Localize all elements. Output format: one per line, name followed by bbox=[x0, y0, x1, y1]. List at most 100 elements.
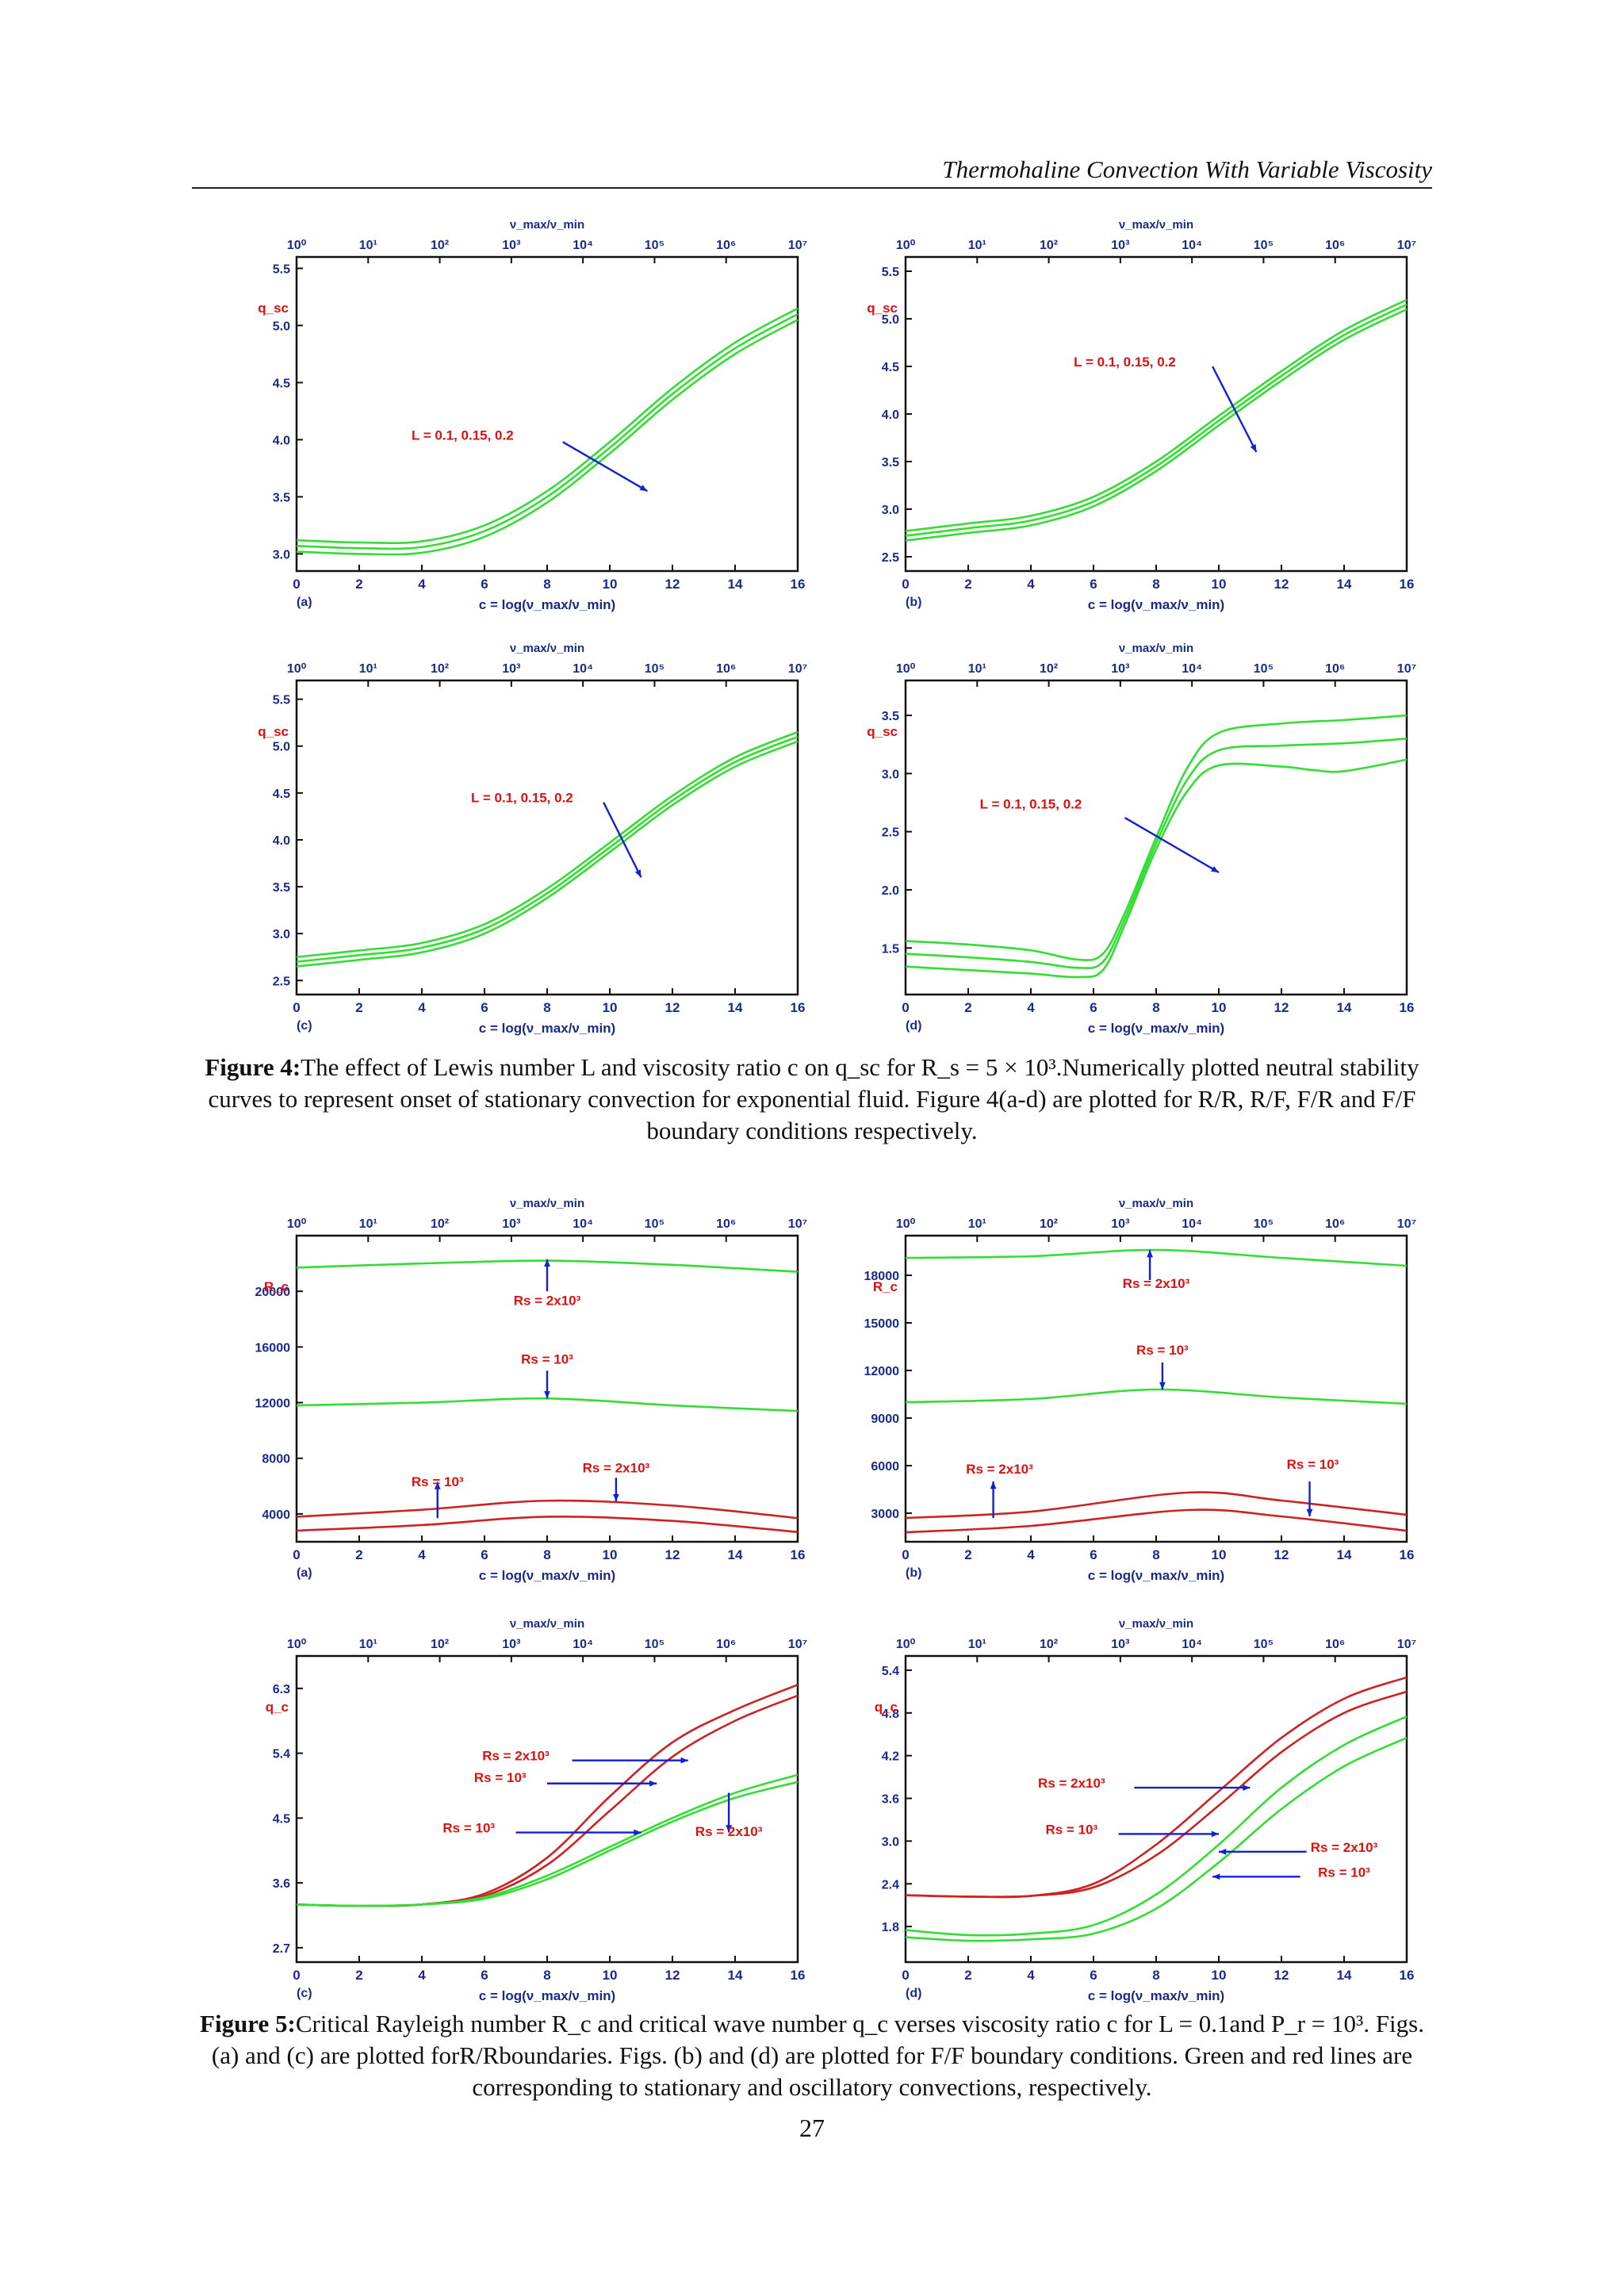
top-tick-label: 10³ bbox=[502, 1638, 520, 1651]
top-tick-label: 10³ bbox=[1111, 239, 1129, 252]
x-tick-label: 12 bbox=[1274, 1968, 1289, 1983]
annotation-arrowhead bbox=[639, 485, 648, 492]
fig5a-svg: 0 2 4 6 8 10 12 14 16 10⁰ 10¹ 10² 10³ 10⁴ 10⁵ 10⁶ 10⁷ ν_m… bbox=[255, 1197, 808, 1583]
top-tick-label: 10² bbox=[431, 662, 449, 676]
y-tick-label: 5.5 bbox=[273, 263, 290, 276]
y-tick-label: 4.8 bbox=[882, 1708, 899, 1721]
y-axis-label: q_sc bbox=[258, 724, 289, 739]
top-tick-label: 10⁰ bbox=[896, 662, 916, 676]
x-tick-label: 16 bbox=[791, 1000, 806, 1015]
top-tick-label: 10² bbox=[1040, 1217, 1058, 1231]
fig4d-svg: 0 2 4 6 8 10 12 14 16 10⁰ 10¹ 10² 10³ 10⁴ 10⁵ 10⁶ 10⁷ ν_m… bbox=[867, 642, 1416, 1036]
series-line-2 bbox=[296, 1397, 799, 1412]
series-line-2 bbox=[296, 312, 799, 550]
y-tick-label: 2.5 bbox=[273, 975, 290, 988]
annotation-label: L = 0.1, 0.15, 0.2 bbox=[471, 791, 573, 806]
x-tick-label: 2 bbox=[355, 1000, 362, 1015]
annotation-label: Rs = 2x10³ bbox=[695, 1824, 763, 1839]
fig5c-svg: 0 2 4 6 8 10 12 14 16 10⁰ 10¹ 10² 10³ 10⁴ 10⁵ 10⁶ 10⁷ ν_m… bbox=[266, 1617, 808, 2003]
page-number: 27 bbox=[799, 2114, 825, 2142]
annotation-arrowhead bbox=[726, 1825, 732, 1833]
x-tick-label: 16 bbox=[1400, 1968, 1415, 1983]
annotation-label: Rs = 2x10³ bbox=[583, 1460, 650, 1475]
top-tick-label: 10⁵ bbox=[1254, 662, 1274, 676]
top-tick-label: 10⁷ bbox=[1397, 1638, 1416, 1651]
top-axis-label: ν_max/ν_min bbox=[1119, 1617, 1193, 1631]
x-tick-label: 16 bbox=[791, 577, 806, 592]
series-line-4 bbox=[296, 1515, 799, 1534]
x-tick-label: 12 bbox=[1274, 577, 1289, 592]
x-tick-label: 14 bbox=[728, 1968, 743, 1983]
top-axis-label: ν_max/ν_min bbox=[1119, 218, 1193, 232]
series-line-4 bbox=[905, 1737, 1408, 1942]
annotation-arrow bbox=[562, 441, 649, 493]
x-tick-label: 6 bbox=[1090, 577, 1097, 592]
x-tick-label: 10 bbox=[1212, 1968, 1227, 1983]
y-tick-label: 4.5 bbox=[273, 377, 290, 390]
top-tick-label: 10⁰ bbox=[896, 1217, 916, 1231]
x-tick-label: 6 bbox=[481, 1000, 488, 1015]
top-tick-label: 10⁶ bbox=[716, 662, 736, 676]
fig4-panel-d: 0 2 4 6 8 10 12 14 16 10⁰ 10¹ 10² 10³ 10⁴ 10⁵ 10⁶ 10⁷ ν_m… bbox=[817, 627, 1419, 1047]
x-tick-label: 8 bbox=[1152, 1547, 1159, 1562]
x-tick-label: 10 bbox=[1212, 1547, 1227, 1562]
y-tick-label: 4.5 bbox=[273, 788, 290, 801]
x-tick-label: 0 bbox=[293, 1000, 300, 1015]
top-tick-label: 10⁰ bbox=[287, 1638, 307, 1651]
y-tick-label: 20000 bbox=[255, 1286, 291, 1299]
x-tick-label: 14 bbox=[1337, 1000, 1352, 1015]
x-axis-label: c = log(ν_max/ν_min) bbox=[1088, 1021, 1224, 1036]
x-tick-label: 10 bbox=[603, 1000, 618, 1015]
y-tick-label: 2.5 bbox=[882, 551, 899, 565]
annotation-arrowhead bbox=[613, 1493, 619, 1502]
annotation-arrowhead bbox=[649, 1780, 657, 1787]
x-tick-label: 14 bbox=[728, 1000, 743, 1015]
x-tick-label: 4 bbox=[1027, 577, 1035, 592]
x-tick-label: 4 bbox=[418, 1968, 426, 1983]
x-tick-label: 6 bbox=[481, 1968, 488, 1983]
x-tick-label: 10 bbox=[1212, 1000, 1227, 1015]
x-tick-label: 12 bbox=[665, 1547, 680, 1562]
top-tick-label: 10³ bbox=[502, 239, 520, 252]
y-axis-label: q_sc bbox=[258, 301, 289, 316]
top-tick-label: 10¹ bbox=[968, 1638, 986, 1651]
x-tick-label: 16 bbox=[1400, 1000, 1415, 1015]
y-tick-label: 3.0 bbox=[273, 928, 290, 941]
x-tick-label: 14 bbox=[1337, 577, 1352, 592]
figure-4-caption: Figure 4:The effect of Lewis number L an… bbox=[198, 1052, 1426, 1147]
y-tick-label: 5.4 bbox=[882, 1665, 899, 1678]
x-tick-label: 10 bbox=[1212, 577, 1227, 592]
y-tick-label: 3.6 bbox=[882, 1793, 899, 1807]
y-tick-label: 3000 bbox=[871, 1508, 899, 1521]
top-tick-label: 10⁴ bbox=[1182, 239, 1202, 252]
x-tick-label: 6 bbox=[1090, 1000, 1097, 1015]
y-tick-label: 1.8 bbox=[882, 1921, 899, 1934]
top-tick-label: 10⁶ bbox=[1325, 1217, 1345, 1231]
top-tick-label: 10⁶ bbox=[1325, 662, 1345, 676]
top-tick-label: 10² bbox=[431, 1217, 449, 1231]
annotation-arrow bbox=[1212, 366, 1258, 453]
top-tick-label: 10⁴ bbox=[573, 239, 593, 252]
x-tick-label: 0 bbox=[902, 577, 909, 592]
fig5-panel-a: 0 2 4 6 8 10 12 14 16 10⁰ 10¹ 10² 10³ 10⁴ 10⁵ 10⁶ 10⁷ ν_m… bbox=[208, 1182, 810, 1594]
x-tick-label: 14 bbox=[728, 577, 743, 592]
y-tick-label: 3.5 bbox=[882, 710, 899, 723]
top-tick-label: 10⁷ bbox=[1397, 662, 1416, 676]
panel-label: (a) bbox=[297, 1566, 312, 1580]
x-tick-label: 12 bbox=[665, 577, 680, 592]
x-tick-label: 8 bbox=[1152, 1968, 1159, 1983]
y-tick-label: 3.5 bbox=[882, 456, 899, 470]
annotation-arrowhead bbox=[990, 1481, 997, 1489]
top-tick-label: 10⁵ bbox=[1254, 1217, 1274, 1231]
series-line-1 bbox=[296, 730, 799, 959]
header-rule bbox=[192, 187, 1432, 189]
y-tick-label: 6.3 bbox=[273, 1683, 290, 1696]
x-tick-label: 14 bbox=[1337, 1547, 1352, 1562]
series-line-2 bbox=[905, 738, 1408, 969]
fig4-panel-b: 0 2 4 6 8 10 12 14 16 10⁰ 10¹ 10² 10³ 10⁴ 10⁵ 10⁶ 10⁷ ν_m… bbox=[817, 203, 1419, 623]
x-tick-label: 2 bbox=[964, 1547, 971, 1562]
annotation-arrowhead bbox=[544, 1259, 550, 1267]
series-line-3 bbox=[296, 1773, 799, 1907]
y-tick-label: 4.0 bbox=[273, 434, 290, 447]
top-tick-label: 10³ bbox=[502, 1217, 520, 1231]
